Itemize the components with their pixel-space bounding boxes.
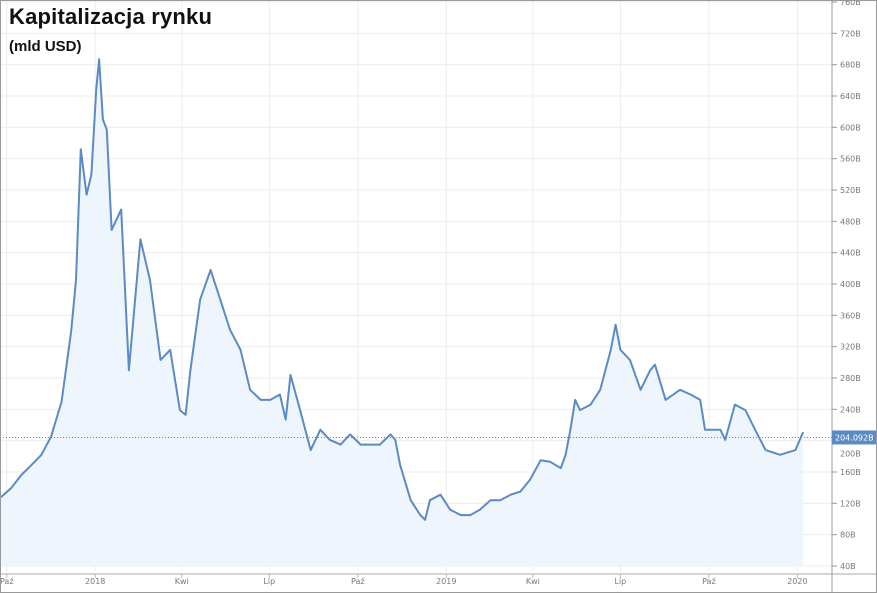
x-tick-label: Lip bbox=[615, 577, 627, 586]
y-tick-label: 360B bbox=[840, 311, 861, 320]
x-tick-label: 2020 bbox=[787, 577, 807, 586]
y-tick-label: 680B bbox=[840, 61, 861, 70]
x-tick-label: Kwi bbox=[526, 577, 540, 586]
x-tick-label: Kwi bbox=[175, 577, 189, 586]
y-tick-label: 400B bbox=[840, 280, 861, 289]
y-tick-label: 720B bbox=[840, 29, 861, 38]
area-fill bbox=[0, 59, 804, 566]
y-tick-label: 440B bbox=[840, 249, 861, 258]
x-tick-label: Paź bbox=[702, 577, 716, 586]
y-tick-label: 280B bbox=[840, 374, 861, 383]
y-tick-label: 600B bbox=[840, 123, 861, 132]
y-tick-label: 240B bbox=[840, 405, 861, 414]
y-tick-label: 200B bbox=[840, 449, 861, 458]
last-value-badge bbox=[832, 430, 877, 445]
x-tick-label: Lip bbox=[263, 577, 275, 586]
y-tick-label: 480B bbox=[840, 217, 861, 226]
x-tick-label: Paź bbox=[351, 577, 365, 586]
x-tick-label: 2019 bbox=[436, 577, 456, 586]
y-tick-label: 640B bbox=[840, 92, 861, 101]
y-tick-label: 760B bbox=[840, 0, 861, 7]
y-tick-label: 120B bbox=[840, 499, 861, 508]
last-value-text: 204.092B bbox=[835, 433, 874, 442]
last-value-label: 204.092B bbox=[832, 430, 877, 445]
chart-title: Kapitalizacja rynku bbox=[9, 4, 213, 29]
y-tick-label: 80B bbox=[840, 531, 856, 540]
y-tick-label: 40B bbox=[840, 562, 856, 571]
y-tick-label: 520B bbox=[840, 186, 861, 195]
y-tick-label: 160B bbox=[840, 468, 861, 477]
x-tick-label: Paź bbox=[0, 577, 14, 586]
series-line bbox=[0, 58, 805, 521]
y-tick-label: 320B bbox=[840, 343, 861, 352]
chart-subtitle: (mld USD) bbox=[9, 38, 82, 55]
x-tick-label: 2018 bbox=[85, 577, 105, 586]
y-tick-label: 560B bbox=[840, 155, 861, 164]
